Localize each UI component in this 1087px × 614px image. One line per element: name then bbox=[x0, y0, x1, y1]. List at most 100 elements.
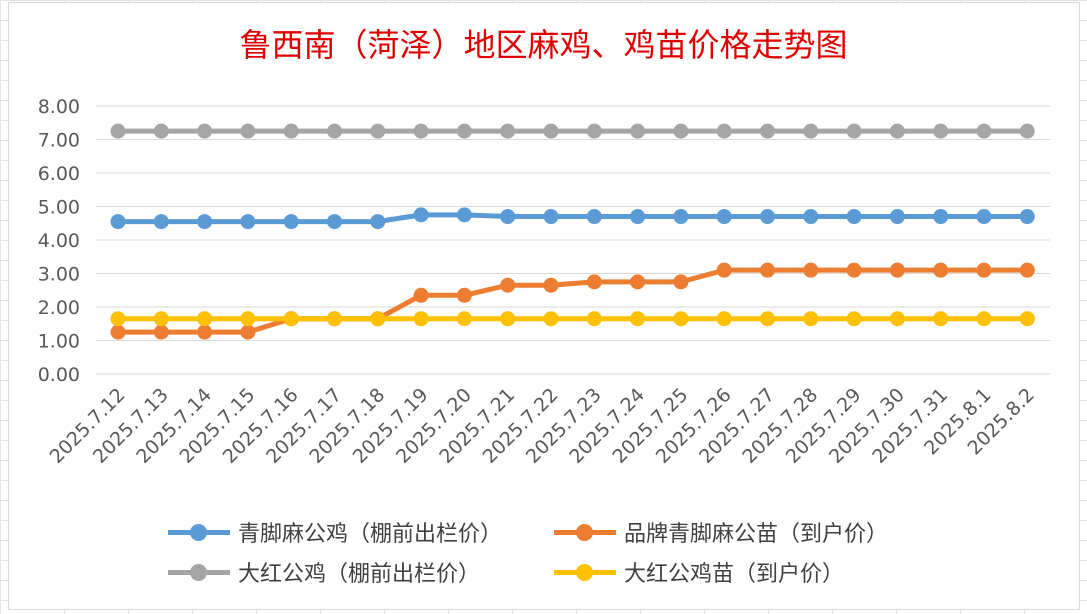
data-point-0 bbox=[976, 209, 992, 225]
y-tick-label: 7.00 bbox=[38, 130, 80, 152]
data-point-1 bbox=[543, 277, 559, 293]
data-point-3 bbox=[630, 311, 646, 327]
data-point-1 bbox=[846, 262, 862, 278]
series-line-1 bbox=[118, 267, 1028, 335]
data-point-3 bbox=[370, 311, 386, 327]
data-point-0 bbox=[413, 207, 429, 223]
data-point-2 bbox=[327, 123, 342, 139]
data-point-3 bbox=[456, 311, 472, 327]
y-tick-label: 8.00 bbox=[38, 96, 80, 118]
data-point-2 bbox=[543, 123, 559, 139]
data-point-0 bbox=[889, 209, 905, 225]
data-point-1 bbox=[1019, 262, 1035, 278]
data-point-0 bbox=[716, 209, 732, 225]
data-point-2 bbox=[803, 123, 819, 139]
data-point-1 bbox=[889, 262, 905, 278]
data-point-1 bbox=[586, 274, 602, 290]
data-point-1 bbox=[976, 262, 992, 278]
data-point-0 bbox=[240, 214, 256, 230]
data-point-2 bbox=[933, 123, 949, 139]
data-point-2 bbox=[413, 123, 429, 139]
data-point-0 bbox=[760, 209, 775, 225]
data-point-1 bbox=[803, 262, 819, 278]
data-point-0 bbox=[933, 209, 949, 225]
data-point-2 bbox=[889, 123, 905, 139]
data-point-0 bbox=[110, 214, 126, 230]
data-point-3 bbox=[240, 311, 256, 327]
data-point-0 bbox=[197, 214, 213, 230]
data-point-2 bbox=[197, 123, 213, 139]
data-point-3 bbox=[500, 311, 516, 327]
data-point-1 bbox=[760, 262, 775, 278]
data-point-0 bbox=[153, 214, 169, 230]
data-point-2 bbox=[586, 123, 602, 139]
data-point-0 bbox=[673, 209, 689, 225]
data-point-0 bbox=[283, 214, 299, 230]
data-point-1 bbox=[673, 274, 689, 290]
legend-marker-0 bbox=[168, 522, 230, 542]
data-point-2 bbox=[110, 123, 126, 139]
data-point-2 bbox=[456, 123, 472, 139]
y-tick-label: 2.00 bbox=[38, 297, 80, 319]
legend-dot-0 bbox=[190, 524, 207, 541]
legend-item-series-0: 青脚麻公鸡（棚前出栏价） bbox=[168, 514, 502, 550]
data-point-1 bbox=[110, 324, 126, 340]
data-point-2 bbox=[153, 123, 169, 139]
data-point-1 bbox=[716, 262, 732, 278]
data-point-0 bbox=[543, 209, 559, 225]
chart-area[interactable] bbox=[8, 2, 1080, 610]
data-point-3 bbox=[110, 311, 126, 327]
data-point-3 bbox=[803, 311, 819, 327]
data-point-3 bbox=[1019, 311, 1035, 327]
y-tick-label: 5.00 bbox=[38, 197, 80, 219]
data-point-3 bbox=[889, 311, 905, 327]
data-point-1 bbox=[500, 277, 516, 293]
data-point-0 bbox=[586, 209, 602, 225]
legend-label-3: 大红公鸡苗（到户价） bbox=[624, 562, 845, 587]
data-point-1 bbox=[630, 274, 646, 290]
series-line-0 bbox=[118, 212, 1028, 225]
y-tick-label: 0.00 bbox=[38, 364, 80, 386]
chart-title: 鲁西南（菏泽）地区麻鸡、鸡苗价格走势图 bbox=[239, 26, 848, 64]
y-tick-label: 3.00 bbox=[38, 264, 80, 286]
data-point-2 bbox=[846, 123, 862, 139]
legend-item-series-2: 大红公鸡（棚前出栏价） bbox=[168, 554, 480, 590]
y-tick-label: 1.00 bbox=[38, 331, 80, 353]
data-point-1 bbox=[933, 262, 949, 278]
data-point-3 bbox=[153, 311, 169, 327]
legend-dot-3 bbox=[576, 564, 593, 581]
data-point-3 bbox=[413, 311, 429, 327]
data-point-3 bbox=[976, 311, 992, 327]
data-point-3 bbox=[283, 311, 299, 327]
legend-marker-2 bbox=[168, 562, 230, 582]
data-point-3 bbox=[197, 311, 213, 327]
data-point-1 bbox=[413, 287, 429, 303]
data-point-1 bbox=[197, 324, 213, 340]
legend-label-0: 青脚麻公鸡（棚前出栏价） bbox=[238, 522, 503, 547]
legend-label-2: 大红公鸡（棚前出栏价） bbox=[238, 562, 481, 587]
chart-legend: 青脚麻公鸡（棚前出栏价） 品牌青脚麻公苗（到户价） 大红公鸡（棚前出栏价） 大红… bbox=[160, 512, 960, 602]
data-point-0 bbox=[500, 209, 516, 225]
data-point-2 bbox=[630, 123, 646, 139]
data-point-3 bbox=[760, 311, 775, 327]
data-point-0 bbox=[846, 209, 862, 225]
data-point-0 bbox=[630, 209, 646, 225]
legend-dot-2 bbox=[190, 564, 207, 581]
data-point-0 bbox=[456, 207, 472, 223]
data-point-2 bbox=[240, 123, 256, 139]
data-point-2 bbox=[500, 123, 516, 139]
data-point-3 bbox=[933, 311, 949, 327]
data-point-2 bbox=[976, 123, 992, 139]
data-point-3 bbox=[327, 311, 342, 327]
data-point-2 bbox=[673, 123, 689, 139]
data-point-3 bbox=[846, 311, 862, 327]
legend-item-series-1: 品牌青脚麻公苗（到户价） bbox=[554, 514, 888, 550]
data-point-0 bbox=[1019, 209, 1035, 225]
data-point-2 bbox=[370, 123, 386, 139]
data-point-2 bbox=[716, 123, 732, 139]
data-point-1 bbox=[153, 324, 169, 340]
data-point-3 bbox=[543, 311, 559, 327]
data-point-2 bbox=[283, 123, 299, 139]
data-point-0 bbox=[803, 209, 819, 225]
